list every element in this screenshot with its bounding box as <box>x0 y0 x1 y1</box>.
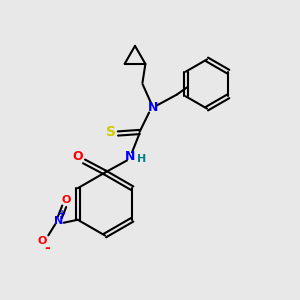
Text: +: + <box>58 209 66 219</box>
Text: H: H <box>137 154 146 164</box>
Text: N: N <box>125 149 136 163</box>
Text: N: N <box>54 216 63 226</box>
Text: O: O <box>61 195 70 205</box>
Text: -: - <box>44 241 50 255</box>
Text: S: S <box>106 125 116 139</box>
Text: O: O <box>37 236 46 246</box>
Text: O: O <box>73 149 83 163</box>
Text: N: N <box>148 100 158 114</box>
